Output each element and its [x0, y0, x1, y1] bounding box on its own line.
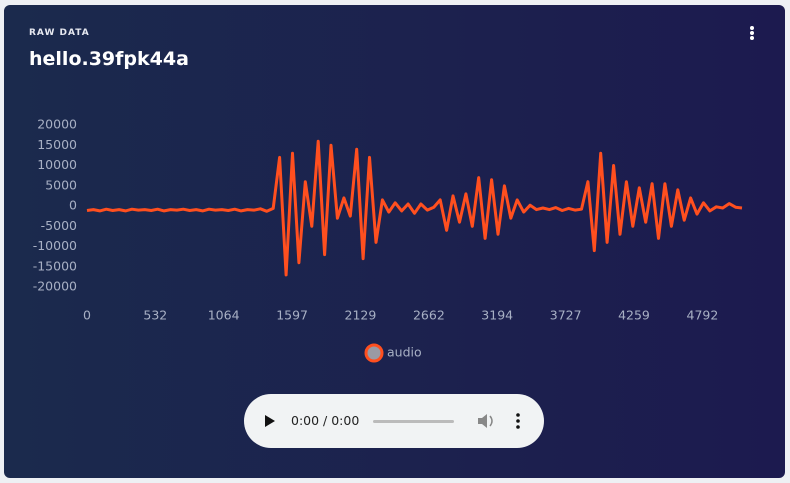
x-tick-label: 2129: [345, 308, 377, 323]
y-tick-label: 10000: [37, 157, 77, 172]
x-tick-label: 4259: [618, 308, 650, 323]
volume-button[interactable]: [478, 414, 493, 428]
card-title: hello.39fpk44a: [29, 48, 189, 70]
options-button[interactable]: [516, 413, 520, 429]
menu-button[interactable]: [748, 26, 756, 42]
audio-player: 0:00 / 0:00: [244, 394, 544, 448]
y-tick-label: -20000: [33, 279, 77, 294]
y-tick-label: -5000: [41, 218, 77, 233]
x-tick-label: 0: [83, 308, 91, 323]
y-tick-label: -15000: [33, 258, 77, 273]
x-tick-label: 1597: [276, 308, 308, 323]
y-tick-label: 15000: [37, 137, 77, 152]
progress-bar[interactable]: [373, 420, 454, 423]
x-tick-label: 3194: [481, 308, 513, 323]
time-display: 0:00 / 0:00: [291, 413, 360, 428]
x-tick-label: 4792: [687, 308, 719, 323]
x-tick-label: 532: [143, 308, 167, 323]
legend-label: audio: [387, 345, 422, 360]
y-tick-label: -10000: [33, 238, 77, 253]
x-tick-label: 2662: [413, 308, 445, 323]
y-tick-label: 0: [69, 198, 77, 213]
y-tick-label: 5000: [45, 177, 77, 192]
x-tick-label: 1064: [208, 308, 240, 323]
x-tick-label: 3727: [550, 308, 582, 323]
eyebrow: RAW DATA: [29, 28, 90, 38]
data-line: [86, 139, 743, 277]
y-tick-label: 20000: [37, 117, 77, 132]
player-icons: [265, 413, 520, 429]
play-button[interactable]: [265, 415, 275, 427]
legend-marker[interactable]: [364, 343, 384, 363]
